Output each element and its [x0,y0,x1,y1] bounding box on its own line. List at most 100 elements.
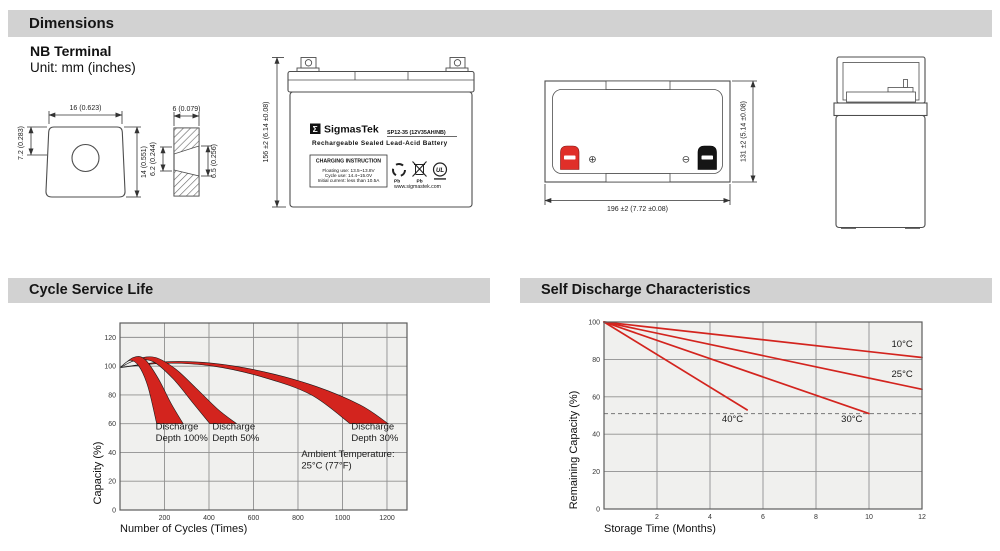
dimension-drawings: 16 (0.623) 7.2 (0.283) 14 (0.551) 6 (0.0… [18,56,928,229]
tick-labels: 200 400 600 800 1000 1200 0 20 40 60 80 100 120 [104,335,395,522]
terminal-side-top-dim: 6 (0.079) [172,106,200,113]
charging-line2: Cycle use: 14.4~15.0V [325,173,373,178]
x-axis-label: Number of Cycles (Times) [120,523,247,535]
svg-text:Ambient Temperature:: Ambient Temperature: [301,449,394,460]
cycle-service-life-title: Cycle Service Life [29,282,154,298]
svg-text:100: 100 [104,364,116,371]
svg-text:20: 20 [592,469,600,476]
terminal-side-right-dim: 6.5 (0.256) [211,144,218,178]
self-discharge-chart: 2 4 6 8 10 12 0 20 40 60 80 100 10°C 25°C 30°C 40°C Stor… [568,320,926,536]
band-discharge-depth-30- [119,361,390,424]
svg-text:40: 40 [592,432,600,439]
model-number: SP12-35 (12V35AH/NB) [387,130,446,136]
svg-text:Discharge: Discharge [156,421,199,432]
pb-bin-icon [412,161,427,177]
band-discharge-depth-100- [119,356,184,424]
top-handle-notch [605,80,671,90]
self-discharge-section-header: Self Discharge Characteristics [520,278,992,303]
battery-front-height-dim: 156 ±2 (6.14 ±0.08) [263,101,270,162]
svg-text:Depth 100%: Depth 100% [156,433,209,444]
svg-text:100: 100 [588,320,600,327]
brand-logo-square [310,123,321,134]
svg-text:Discharge: Discharge [351,421,394,432]
svg-text:0: 0 [112,508,116,515]
charging-title: CHARGING INSTRUCTION [316,159,381,165]
plot-border [119,322,408,511]
y-axis-label: Capacity (%) [92,442,104,505]
svg-text:UL: UL [436,168,444,174]
tick-labels: 2 4 6 8 10 12 0 20 40 60 80 100 [588,320,926,522]
svg-text:400: 400 [203,515,215,522]
battery-top-width-dim: 196 ±2 (7.72 ±0.08) [607,206,668,213]
terminal-front-dimension-lines [27,111,141,198]
svg-text:40: 40 [108,450,116,457]
svg-text:10: 10 [865,514,873,521]
svg-text:800: 800 [292,515,304,522]
pb-recycle-icon [392,163,406,177]
ul-mark-icon: UL [432,162,448,180]
battery-top-dimension-lines [544,80,757,205]
svg-text:12: 12 [918,514,926,521]
svg-text:25°C (77°F): 25°C (77°F) [301,460,351,471]
svg-text:6: 6 [761,514,765,521]
website-text: www.sigmastek.com [394,184,441,190]
line-10-c [603,321,923,359]
charging-line1: Floating use: 13.5~13.8V [322,168,375,173]
svg-text:30°C: 30°C [841,414,862,425]
svg-text:80: 80 [108,392,116,399]
svg-text:Depth 30%: Depth 30% [351,433,399,444]
svg-text:40°C: 40°C [722,414,743,425]
dimensions-section-header: Dimensions [8,10,992,37]
pb-bin-label: Pb [417,179,423,185]
cycle-service-life-chart: 200 400 600 800 1000 1200 0 20 40 60 80 100 120 Disch… [92,322,408,535]
svg-text:1200: 1200 [379,515,395,522]
terminal-front-right-dim: 14 (0.551) [141,146,148,178]
terminal-front-view [45,126,126,198]
charging-instruction-box [309,154,388,188]
svg-text:0: 0 [596,507,600,514]
terminal-type-label: NB Terminal [30,43,112,59]
svg-text:60: 60 [592,394,600,401]
battery-label: Σ SigmasTek SP12-35 (12V35AH/NB) Recharg… [309,123,457,190]
bottom-handle-notch [605,173,671,183]
y-axis-label: Remaining Capacity (%) [568,391,580,510]
brand-name: SigmasTek [324,124,379,136]
svg-text:Discharge: Discharge [212,421,255,432]
battery-front-dimension-lines [272,57,286,208]
terminal-front-top-dim: 16 (0.623) [70,105,102,112]
svg-text:8: 8 [814,514,818,521]
svg-text:80: 80 [592,357,600,364]
terminal-side-view [173,127,200,197]
svg-text:1000: 1000 [335,515,351,522]
line-40-c [603,321,748,411]
pb-recycle-label: Pb [394,179,400,185]
line-30-c [603,321,870,415]
band-discharge-depth-50- [119,356,238,424]
chart-annotations: 10°C 25°C 30°C 40°C [722,339,913,425]
svg-text:20: 20 [108,479,116,486]
svg-text:60: 60 [108,421,116,428]
negative-symbol: ⊖ [682,155,690,166]
svg-text:200: 200 [159,515,171,522]
terminal-hole [71,143,100,173]
svg-text:10°C: 10°C [892,339,913,350]
svg-text:120: 120 [104,335,116,342]
battery-side-view [833,56,928,229]
unit-note: Unit: mm (inches) [30,60,136,75]
cycle-service-life-section-header: Cycle Service Life [8,278,490,303]
battery-subtitle: Rechargeable Sealed Lead-Acid Battery [312,140,448,147]
x-axis-label: Storage Time (Months) [604,523,716,535]
self-discharge-title: Self Discharge Characteristics [541,282,751,298]
svg-text:Depth 50%: Depth 50% [212,433,260,444]
battery-top-height-dim: 131 ±2 (5.14 ±0.08) [741,101,748,162]
svg-text:4: 4 [708,514,712,521]
terminal-side-left-dim: 6.2 (0.244) [150,142,157,176]
plot-border [603,321,923,510]
svg-text:600: 600 [248,515,260,522]
charging-line3: Initial current: less than 10.5A [318,178,381,183]
svg-text:25°C: 25°C [892,369,913,380]
positive-symbol: ⊕ [588,155,596,166]
svg-text:2: 2 [655,514,659,521]
